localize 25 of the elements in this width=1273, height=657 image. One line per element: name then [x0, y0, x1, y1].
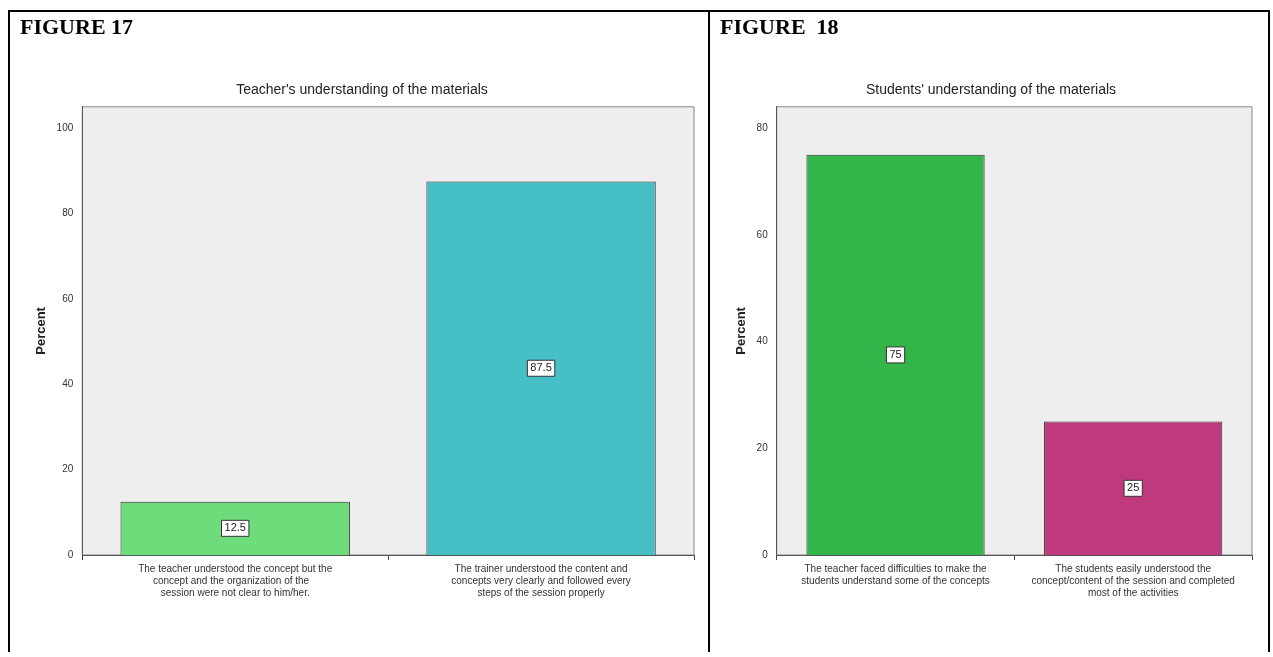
y-tick-label: 0	[67, 548, 74, 560]
y-tick-label: 20	[756, 442, 769, 454]
y-tick-label: 20	[62, 463, 74, 475]
y-tick-label: 100	[56, 121, 74, 133]
data-label: 25	[1127, 481, 1140, 494]
y-tick-label: 40	[62, 378, 74, 390]
data-label: 75	[889, 347, 902, 360]
y-axis-title: Percent	[733, 306, 749, 355]
x-tick-label: The teacher faced difficulties to make the students understand some of the concepts	[801, 562, 990, 586]
y-tick-label: 80	[756, 121, 769, 133]
data-label: 12.5	[224, 521, 246, 534]
x-tick-label: The trainer understood the content and concepts very clearly and followed every steps of the session properly	[451, 562, 631, 598]
y-tick-label: 0	[762, 548, 769, 560]
y-tick-label: 60	[756, 228, 769, 240]
data-label: 87.5	[530, 361, 552, 374]
chart-title: Students' understanding of the materials	[865, 81, 1117, 98]
y-tick-label: 80	[62, 207, 74, 219]
x-tick-label: The students easily understood the concept/content of the session and completed most of the activities	[1031, 562, 1235, 598]
y-tick-label: 60	[62, 292, 74, 304]
chart-title: Teacher's understanding of the materials	[236, 81, 488, 98]
y-axis-title: Percent	[33, 306, 49, 355]
caption: FIGURE 17	[20, 14, 134, 40]
caption: FIGURE 18	[720, 14, 839, 40]
y-tick-label: 40	[756, 335, 769, 347]
x-tick-label: The teacher understood the concept but the concept and the organization of the session were not clear to him/her.	[138, 562, 333, 598]
